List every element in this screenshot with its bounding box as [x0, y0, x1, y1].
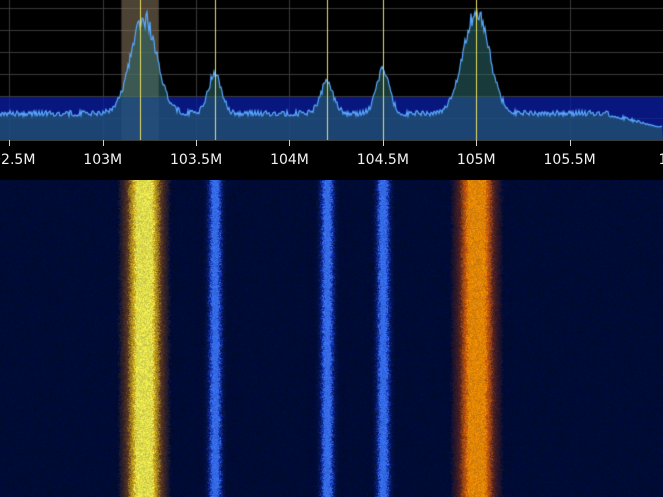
- tick-mark: [476, 140, 478, 146]
- tick-label: 102.5M: [0, 152, 36, 168]
- tick-label: 105.5M: [543, 152, 596, 168]
- waterfall-display[interactable]: [0, 180, 663, 497]
- frequency-axis: 102.5M 103M 103.5M 104M 104.5M 105M 105.5M 1: [0, 140, 663, 180]
- tick-label: 103.5M: [170, 152, 223, 168]
- axis-line: [0, 140, 663, 141]
- tick-mark: [382, 140, 384, 146]
- tick-mark: [196, 140, 198, 146]
- tick-label: 1: [659, 152, 663, 168]
- tick-label: 103M: [83, 152, 123, 168]
- tick-label: 105M: [456, 152, 496, 168]
- tick-mark: [102, 140, 104, 146]
- tick-mark: [9, 140, 11, 146]
- tick-mark: [289, 140, 291, 146]
- tick-mark: [569, 140, 571, 146]
- fft-spectrum-plot[interactable]: [0, 0, 663, 140]
- tick-label: 104.5M: [356, 152, 409, 168]
- tick-label: 104M: [270, 152, 309, 168]
